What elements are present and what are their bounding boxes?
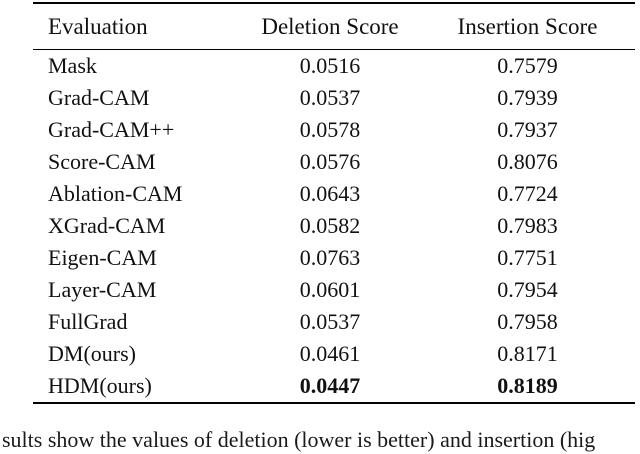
insertion-score: 0.7939 <box>497 85 558 110</box>
deletion-score: 0.0643 <box>299 181 361 206</box>
method-name: FullGrad <box>48 309 128 334</box>
deletion-score: 0.0576 <box>299 149 361 174</box>
table-row: Ablation-CAM 0.0643 0.7724 <box>33 178 635 210</box>
method-name: DM(ours) <box>48 341 136 366</box>
deletion-score: 0.0578 <box>299 117 361 142</box>
insertion-score: 0.7937 <box>497 117 558 142</box>
deletion-score: 0.0601 <box>299 277 361 302</box>
table-row: XGrad-CAM 0.0582 0.7983 <box>33 210 635 242</box>
insertion-score: 0.7958 <box>497 309 558 334</box>
method-name: Grad-CAM <box>48 85 150 110</box>
deletion-score: 0.0516 <box>299 53 361 78</box>
header-row: Evaluation Deletion Score Insertion Scor… <box>33 3 635 50</box>
table-row: Layer-CAM 0.0601 0.7954 <box>33 274 635 306</box>
method-name: HDM(ours) <box>48 373 152 398</box>
table-header: Evaluation Deletion Score Insertion Scor… <box>33 3 635 50</box>
table-caption-clipped: sults show the values of deletion (lower… <box>2 427 596 452</box>
table-body: Mask 0.0516 0.7579 Grad-CAM 0.0537 0.793… <box>33 50 635 404</box>
method-name: Eigen-CAM <box>48 245 157 270</box>
method-name: XGrad-CAM <box>48 213 166 238</box>
table-row: Eigen-CAM 0.0763 0.7751 <box>33 242 635 274</box>
insertion-score: 0.7724 <box>497 181 558 206</box>
deletion-score: 0.0537 <box>299 309 361 334</box>
table-row: DM(ours) 0.0461 0.8171 <box>33 338 635 370</box>
insertion-score: 0.8171 <box>497 341 558 366</box>
evaluation-scores-table: Evaluation Deletion Score Insertion Scor… <box>33 2 635 404</box>
table-row: Grad-CAM++ 0.0578 0.7937 <box>33 114 635 146</box>
deletion-score: 0.0447 <box>299 373 361 398</box>
insertion-score: 0.7954 <box>497 277 558 302</box>
table-row: Grad-CAM 0.0537 0.7939 <box>33 82 635 114</box>
table-row-best: HDM(ours) 0.0447 0.8189 <box>33 370 635 403</box>
insertion-score: 0.7579 <box>497 53 558 78</box>
deletion-score: 0.0763 <box>299 245 361 270</box>
insertion-score: 0.8076 <box>497 149 558 174</box>
table-row: Mask 0.0516 0.7579 <box>33 50 635 83</box>
method-name: Score-CAM <box>48 149 156 174</box>
column-header-insertion-score: Insertion Score <box>420 3 635 50</box>
insertion-score: 0.8189 <box>497 373 558 398</box>
deletion-score: 0.0582 <box>299 213 361 238</box>
column-header-deletion-score: Deletion Score <box>240 3 420 50</box>
method-name: Grad-CAM++ <box>48 117 175 142</box>
method-name: Mask <box>48 53 97 78</box>
deletion-score: 0.0537 <box>299 85 361 110</box>
method-name: Ablation-CAM <box>48 181 183 206</box>
insertion-score: 0.7751 <box>497 245 558 270</box>
method-name: Layer-CAM <box>48 277 157 302</box>
column-header-evaluation: Evaluation <box>33 3 240 50</box>
table-row: FullGrad 0.0537 0.7958 <box>33 306 635 338</box>
table-row: Score-CAM 0.0576 0.8076 <box>33 146 635 178</box>
deletion-score: 0.0461 <box>299 341 361 366</box>
insertion-score: 0.7983 <box>497 213 558 238</box>
